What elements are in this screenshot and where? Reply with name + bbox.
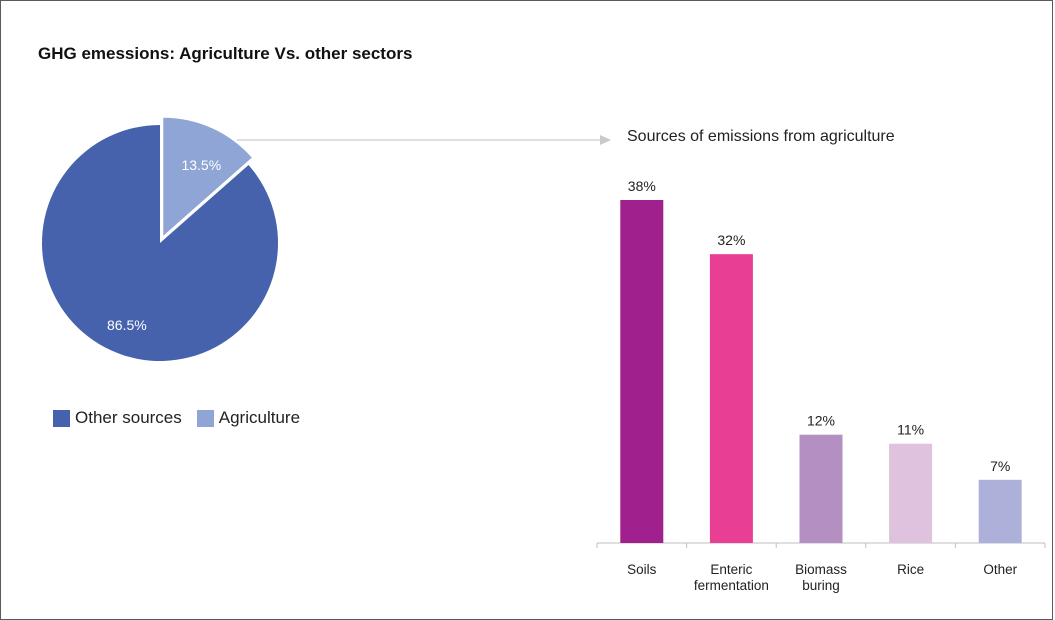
legend-swatch-agriculture <box>196 409 214 427</box>
pie-slice-other-sources <box>42 125 279 361</box>
bar <box>889 443 933 543</box>
pie-legend: Other sources Agriculture <box>53 408 315 428</box>
pie-label-agriculture: 13.5% <box>181 157 221 173</box>
bar-category-label: Other <box>983 562 1017 577</box>
legend-item-other-sources: Other sources <box>53 408 182 428</box>
bar-category-label: fermentation <box>694 578 769 593</box>
bar-category-label: Biomass <box>795 562 847 577</box>
bar-category-label: Enteric <box>710 562 752 577</box>
bar-value-labels: 38% 32% 12% 11% 7% <box>628 178 1011 474</box>
bar-value-label: 12% <box>807 413 835 429</box>
pie-label-other-sources: 86.5% <box>107 317 147 333</box>
legend-label-agriculture: Agriculture <box>218 408 301 427</box>
bar <box>978 479 1022 543</box>
bar-category-label: Rice <box>897 562 924 577</box>
pie-labels: 13.5% 86.5% <box>107 157 221 333</box>
bar <box>620 200 664 543</box>
bar-category-label: Soils <box>627 562 657 577</box>
bar-chart-title: Sources of emissions from agriculture <box>627 128 895 145</box>
pie-slice-agriculture <box>163 117 252 236</box>
pie-slices <box>42 117 279 361</box>
bar-value-label: 32% <box>717 232 745 248</box>
bar-value-label: 11% <box>897 422 924 438</box>
bar-category-label: buring <box>802 578 840 593</box>
bar-value-label: 7% <box>990 458 1010 474</box>
bar-x-axis <box>596 542 1046 548</box>
page-title: GHG emessions: Agriculture Vs. other sec… <box>38 44 413 63</box>
bar-value-label: 38% <box>628 178 656 194</box>
legend-item-agriculture: Agriculture <box>196 408 301 428</box>
bar-marks <box>620 200 1022 543</box>
legend-swatch-other-sources <box>53 409 70 427</box>
bar <box>799 434 843 543</box>
bar <box>709 254 753 543</box>
legend-label-other-sources: Other sources <box>75 408 182 427</box>
pie-chart: 13.5% 86.5% <box>42 117 611 361</box>
